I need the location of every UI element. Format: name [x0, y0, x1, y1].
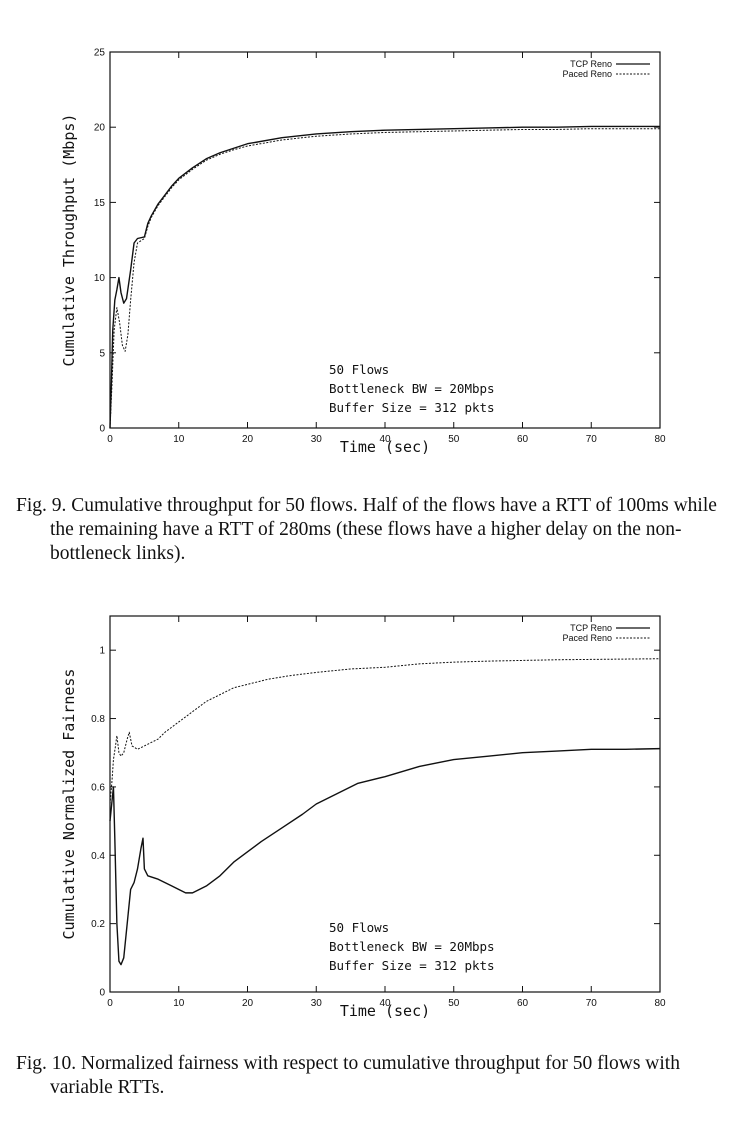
x-tick-label: 50	[448, 434, 460, 445]
x-tick-label: 20	[242, 434, 254, 445]
x-tick-label: 60	[517, 998, 529, 1009]
legend-label: Paced Reno	[562, 633, 612, 643]
x-tick-label: 70	[586, 434, 598, 445]
annotation-line: Buffer Size = 312 pkts	[329, 958, 495, 973]
annotation-line: 50 Flows	[329, 920, 389, 935]
legend-label: Paced Reno	[562, 69, 612, 79]
x-tick-label: 0	[107, 998, 113, 1009]
y-tick-label: 0.2	[91, 919, 105, 930]
plot-frame	[109, 615, 661, 993]
x-tick-label: 20	[242, 998, 254, 1009]
x-tick-label: 70	[586, 998, 598, 1009]
x-tick-label: 0	[107, 434, 113, 445]
annotation-line: Bottleneck BW = 20Mbps	[329, 381, 495, 396]
x-tick-label: 30	[311, 434, 323, 445]
y-axis-label: Cumulative Normalized Fairness	[60, 669, 78, 940]
y-axis-label: Cumulative Throughput (Mbps)	[60, 114, 78, 367]
y-tick-label: 0.8	[91, 714, 105, 725]
y-tick-label: 20	[94, 123, 106, 134]
x-tick-label: 80	[654, 434, 666, 445]
y-tick-label: 0.4	[91, 851, 105, 862]
figure-9-caption: Fig. 9. Cumulative throughput for 50 flo…	[16, 495, 717, 564]
y-tick-label: 1	[99, 646, 105, 657]
x-tick-label: 80	[654, 998, 666, 1009]
annotation-line: 50 Flows	[329, 362, 389, 377]
x-tick-label: 40	[379, 998, 391, 1009]
x-tick-label: 10	[173, 434, 185, 445]
x-tick-label: 60	[517, 434, 529, 445]
y-tick-label: 10	[94, 273, 106, 284]
x-tick-label: 40	[379, 434, 391, 445]
y-tick-label: 5	[99, 348, 105, 359]
figure-10-caption: Fig. 10. Normalized fairness with respec…	[16, 1053, 680, 1098]
legend-label: TCP Reno	[570, 623, 612, 633]
figure-9-chart: 0 10 20 30 40 50 60 70 80 0 5 10 15 20 25 Time (sec) Cum…	[60, 48, 666, 457]
x-tick-label: 50	[448, 998, 460, 1009]
y-tick-label: 15	[94, 198, 106, 209]
y-tick-label: 25	[94, 48, 106, 59]
series-line-tcp-reno	[109, 747, 661, 966]
y-tick-label: 0.6	[91, 782, 105, 793]
annotation-line: Bottleneck BW = 20Mbps	[329, 939, 495, 954]
annotation-line: Buffer Size = 312 pkts	[329, 400, 495, 415]
legend-label: TCP Reno	[570, 59, 612, 69]
x-tick-label: 10	[173, 998, 185, 1009]
x-tick-label: 30	[311, 998, 323, 1009]
y-tick-label: 0	[99, 988, 105, 999]
series-line-paced-reno	[109, 658, 661, 805]
x-axis-label: Time (sec)	[340, 438, 430, 456]
x-axis-label: Time (sec)	[340, 1002, 430, 1020]
figure-10-chart: 0 10 20 30 40 50 60 70 80 0 0.2 0.4 0.6 0.8 1 Time (sec…	[60, 615, 666, 1020]
series-line-paced-reno	[109, 128, 660, 429]
y-tick-label: 0	[99, 424, 105, 435]
series-line-tcp-reno	[109, 125, 660, 429]
